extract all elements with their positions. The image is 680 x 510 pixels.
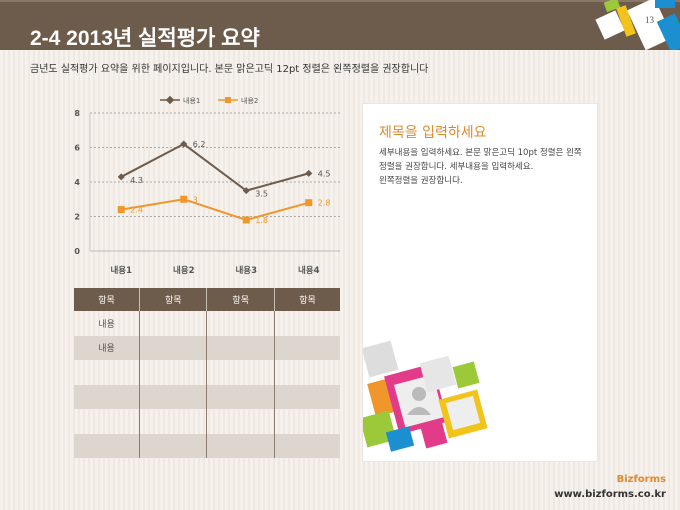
table-cell bbox=[206, 311, 275, 336]
table-cell bbox=[139, 335, 207, 360]
table-header-cell: 항목 bbox=[74, 288, 140, 311]
table-cell bbox=[74, 433, 140, 458]
y-tick-label: 8 bbox=[74, 109, 80, 118]
data-label: 2.4 bbox=[130, 206, 143, 215]
series-line bbox=[121, 198, 310, 221]
table-cell bbox=[273, 335, 340, 360]
line-chart: 0 2 4 6 8 내용1 내용2 내용3 내용4 내용1 4.3 6.2 3.5 4.5 내용2 2.4 3 1… bbox=[74, 95, 340, 276]
page-subtitle: 금년도 실적평가 요약을 위한 페이지입니다. 본문 맑은고딕 12pt 정렬은… bbox=[30, 64, 429, 75]
table-cell bbox=[206, 384, 275, 409]
table-cell bbox=[139, 360, 207, 385]
brand-url[interactable]: www.bizforms.co.kr bbox=[554, 489, 666, 500]
table-cell bbox=[139, 311, 207, 336]
x-tick-label: 내용1 bbox=[110, 265, 132, 276]
table-cell: 내용 bbox=[98, 319, 115, 330]
data-label: 4.5 bbox=[318, 169, 331, 178]
panel-title: 제목을 입력하세요 bbox=[379, 125, 487, 141]
data-point bbox=[117, 173, 125, 181]
x-tick-label: 내용2 bbox=[173, 265, 195, 276]
table-cell bbox=[139, 433, 207, 458]
data-label: 3 bbox=[193, 195, 198, 204]
table-row bbox=[74, 433, 340, 458]
data-point bbox=[305, 199, 313, 207]
data-point bbox=[180, 140, 188, 148]
data-label: 4.3 bbox=[130, 176, 143, 185]
brand-name: Bizforms bbox=[616, 474, 666, 485]
y-tick-label: 6 bbox=[74, 144, 80, 153]
data-label: 1.8 bbox=[255, 216, 268, 225]
table-cell bbox=[273, 409, 340, 434]
table-header-cell: 항목 bbox=[273, 288, 340, 311]
text-panel: 제목을 입력하세요 세부내용을 입력하세요. 본문 맑은고딕 10pt 정렬은 … bbox=[362, 103, 598, 462]
table-header-cell: 항목 bbox=[206, 288, 275, 311]
social-icons-graphic bbox=[363, 340, 488, 452]
legend-marker bbox=[165, 95, 175, 105]
data-label: 3.5 bbox=[255, 190, 268, 199]
table-row: 내용 bbox=[74, 311, 340, 336]
table-cell bbox=[206, 335, 275, 360]
table-row: 내용 bbox=[74, 335, 340, 360]
table-row bbox=[74, 384, 340, 409]
data-point bbox=[180, 195, 188, 203]
x-tick-label: 내용3 bbox=[235, 265, 257, 276]
table-cell bbox=[273, 360, 340, 385]
decorative-tiles bbox=[595, 0, 680, 50]
legend-label: 내용2 bbox=[241, 96, 258, 105]
data-point bbox=[242, 187, 250, 195]
page-number: 13 bbox=[645, 15, 654, 25]
page-title: 2-4 2013년 실적평가 요약 bbox=[30, 27, 260, 50]
table-cell bbox=[273, 384, 340, 409]
table-cell bbox=[139, 384, 207, 409]
y-tick-label: 4 bbox=[74, 178, 80, 187]
x-tick-label: 내용4 bbox=[298, 265, 320, 276]
table-cell bbox=[74, 409, 140, 434]
table-cell bbox=[273, 433, 340, 458]
table-cell bbox=[74, 360, 140, 385]
series-line bbox=[120, 142, 310, 192]
legend-marker bbox=[225, 97, 231, 103]
data-label: 2.8 bbox=[318, 199, 331, 208]
y-tick-label: 2 bbox=[74, 213, 80, 222]
legend-label: 내용1 bbox=[183, 96, 200, 105]
data-point bbox=[117, 206, 125, 214]
y-tick-label: 0 bbox=[74, 247, 80, 256]
data-label: 6.2 bbox=[193, 140, 206, 149]
header-bar: 2-4 2013년 실적평가 요약 bbox=[0, 0, 680, 50]
table-cell bbox=[139, 409, 207, 434]
table-cell bbox=[206, 360, 275, 385]
panel-body: 세부내용을 입력하세요. 본문 맑은고딕 10pt 정렬은 왼쪽정렬을 권장합니… bbox=[379, 148, 582, 186]
table-cell bbox=[206, 409, 275, 434]
data-table: 항목 항목 항목 항목 내용 내용 bbox=[74, 288, 340, 458]
table-row bbox=[74, 360, 340, 385]
table-cell bbox=[273, 311, 340, 336]
table-cell bbox=[206, 433, 275, 458]
data-point bbox=[242, 216, 250, 224]
table-cell: 내용 bbox=[74, 335, 140, 360]
table-row bbox=[74, 409, 340, 434]
table-header-cell: 항목 bbox=[139, 288, 207, 311]
data-point bbox=[305, 169, 313, 177]
table-cell bbox=[74, 384, 140, 409]
